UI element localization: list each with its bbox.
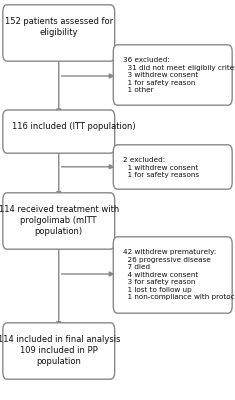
Text: 36 excluded:
  31 did not meet eligibily criteria
  3 withdrew consent
  1 for s: 36 excluded: 31 did not meet eligibily c…: [123, 57, 235, 93]
FancyBboxPatch shape: [113, 237, 232, 313]
Text: 114 included in final analysis
109 included in PP
population: 114 included in final analysis 109 inclu…: [0, 335, 120, 366]
FancyBboxPatch shape: [113, 145, 232, 189]
FancyBboxPatch shape: [3, 110, 115, 153]
Text: 114 received treatment with
prolgolimab (mITT
population): 114 received treatment with prolgolimab …: [0, 205, 119, 236]
Text: 42 withdrew prematurely:
  26 progressive disease
  7 died
  4 withdrew consent
: 42 withdrew prematurely: 26 progressive …: [123, 249, 235, 300]
FancyBboxPatch shape: [113, 45, 232, 105]
FancyBboxPatch shape: [3, 193, 115, 249]
FancyBboxPatch shape: [3, 5, 115, 61]
Text: 2 excluded:
  1 withdrew consent
  1 for safety reasons: 2 excluded: 1 withdrew consent 1 for saf…: [123, 157, 199, 178]
Text: 152 patients assessed for
eligibility: 152 patients assessed for eligibility: [5, 17, 113, 37]
FancyBboxPatch shape: [3, 323, 115, 379]
Text: 116 included (ITT population): 116 included (ITT population): [12, 122, 136, 132]
